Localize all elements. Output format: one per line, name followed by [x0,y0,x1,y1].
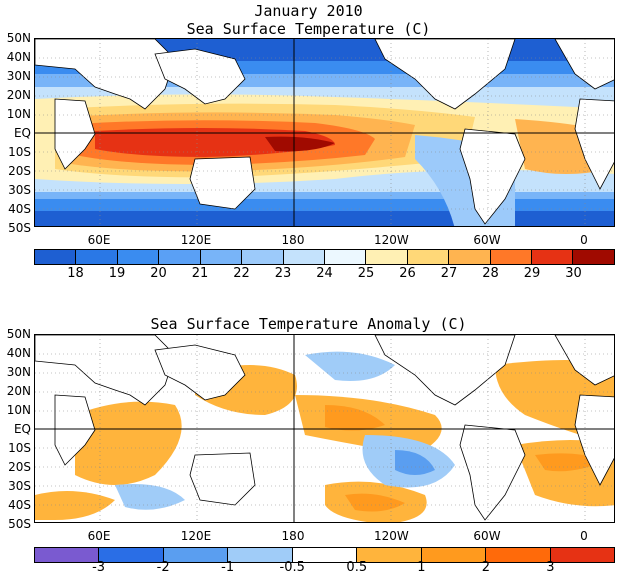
colorbar-swatch [407,250,450,264]
lat-label: 10N [6,403,31,417]
sst-title: Sea Surface Temperature (C) [186,20,431,38]
lat-label: 40N [6,346,31,360]
lat-label: 40S [8,202,31,216]
colorbar-swatch [200,250,243,264]
lon-label: 60W [473,529,501,543]
colorbar-label: 21 [191,266,209,281]
lon-label: 180 [281,529,305,543]
colorbar-swatch [159,250,201,264]
colorbar-label: -1 [221,560,235,575]
anom-colorbar [34,547,615,563]
colorbar-label: 0.5 [346,560,368,575]
date-title: January 2010 [254,2,363,20]
colorbar-label: 1 [417,560,426,575]
lat-label: 30N [6,69,31,83]
lat-label: 30N [6,365,31,379]
colorbar-swatch [573,250,614,264]
colorbar-swatch [421,548,487,562]
colorbar-swatch [486,548,551,562]
colorbar-label: 20 [150,266,167,281]
colorbar-swatch [228,548,293,562]
colorbar-label: 19 [108,266,126,281]
lon-label: 60E [87,529,111,543]
sst-map [34,38,615,227]
colorbar-label: 29 [523,266,541,281]
lat-label: 20N [6,88,31,102]
anom-title: Sea Surface Temperature Anomaly (C) [150,315,467,333]
lon-label: 120E [180,233,212,247]
colorbar-label: 22 [233,266,250,281]
lon-label: 60E [87,233,111,247]
colorbar-swatch [532,250,574,264]
lon-label: 0 [580,233,588,247]
anom-map [34,334,615,523]
colorbar-label: 30 [565,266,582,281]
lat-label: 50N [6,327,31,341]
colorbar-label: 27 [440,266,458,281]
colorbar-label: 28 [482,266,499,281]
sst-colorbar [34,249,615,265]
colorbar-label: 26 [399,266,416,281]
anom-map-svg [35,335,614,522]
colorbar-label: 18 [67,266,84,281]
colorbar-label: -2 [156,560,170,575]
lat-label: 10S [8,441,31,455]
colorbar-label: 24 [316,266,333,281]
colorbar-swatch [117,250,160,264]
lon-label: 180 [281,233,305,247]
colorbar-swatch [449,250,491,264]
lon-label: 60W [473,233,501,247]
colorbar-swatch [490,250,533,264]
lon-label: 120E [180,529,212,543]
lat-label: 50S [8,221,31,235]
colorbar-swatch [357,548,422,562]
colorbar-swatch [292,548,358,562]
colorbar-swatch [99,548,164,562]
lat-label: 20S [8,460,31,474]
colorbar-label: 2 [481,560,491,575]
lat-label: 40N [6,50,31,64]
lon-label: 120W [374,529,409,543]
lon-label: 0 [580,529,588,543]
lat-label: 10N [6,107,31,121]
lat-label: 50N [6,31,31,45]
sst-map-svg [35,39,614,226]
colorbar-swatch [35,250,77,264]
colorbar-swatch [324,250,367,264]
lat-label: EQ [13,422,31,436]
colorbar-swatch [550,548,614,562]
colorbar-label: 23 [274,266,292,281]
lat-label: 30S [8,479,31,493]
colorbar-swatch [76,250,118,264]
lat-label: 30S [8,183,31,197]
colorbar-swatch [35,548,100,562]
lat-label: 10S [8,145,31,159]
colorbar-label: -3 [92,560,106,575]
colorbar-swatch [366,250,408,264]
lat-label: 20N [6,384,31,398]
colorbar-swatch [242,250,284,264]
colorbar-swatch [283,250,325,264]
lat-label: 20S [8,164,31,178]
colorbar-label: 3 [546,560,555,575]
colorbar-swatch [163,548,229,562]
colorbar-label: 25 [357,266,375,281]
lat-label: 50S [8,517,31,531]
lon-label: 120W [374,233,409,247]
lat-label: 40S [8,498,31,512]
colorbar-label: -0.5 [279,560,305,575]
lat-label: EQ [13,126,31,140]
